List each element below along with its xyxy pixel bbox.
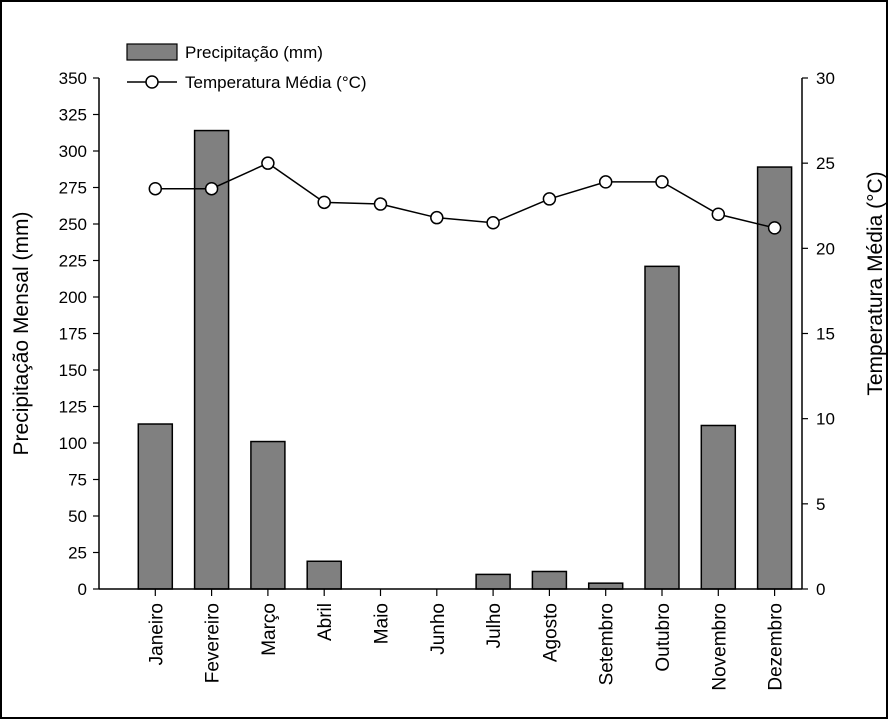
y2-tick-label: 25 — [816, 154, 835, 173]
bar-dezembro — [756, 166, 793, 590]
temperature-line — [155, 162, 775, 229]
bar-janeiro — [137, 423, 174, 590]
y-tick-label: 100 — [59, 434, 87, 453]
x-tick-label: Fevereiro — [203, 603, 224, 683]
temperature-point-agosto — [542, 192, 557, 206]
legend-bar-swatch — [126, 43, 178, 61]
temperature-point-junho — [430, 210, 444, 225]
temperature-point-setembro — [598, 175, 613, 189]
legend-label-temperature: Temperatura Média (°C) — [185, 73, 367, 92]
x-tick-label: Junho — [428, 603, 449, 655]
x-tick-label: Abril — [315, 603, 336, 641]
x-tick-label: Novembro — [709, 603, 730, 691]
y2-axis-title: Temperatura Média (°C) — [864, 171, 887, 395]
legend-label-precipitation: Precipitação (mm) — [185, 43, 323, 62]
y-tick-label: 325 — [59, 106, 87, 125]
x-tick-label: Março — [259, 603, 280, 656]
y-axis-title: Precipitação Mensal (mm) — [10, 212, 33, 456]
temperature-point-dezembro — [767, 221, 782, 235]
bar-agosto — [531, 570, 568, 590]
y-tick-label: 50 — [68, 507, 87, 526]
x-tick-label: Maio — [372, 603, 393, 644]
y-tick-label: 225 — [59, 252, 87, 271]
temperature-point-outubro — [655, 175, 669, 189]
x-tick-label: Janeiro — [146, 603, 167, 665]
y-tick-label: 0 — [78, 580, 87, 599]
bar-setembro — [587, 582, 624, 590]
x-tick-label: Dezembro — [766, 603, 787, 691]
x-tick-label: Outubro — [653, 603, 674, 672]
bar-abril — [306, 560, 342, 590]
bar-novembro — [700, 424, 737, 590]
y-tick-label: 25 — [68, 544, 87, 563]
bar-outubro — [644, 265, 680, 590]
y2-tick-label: 30 — [816, 69, 835, 88]
y-tick-label: 200 — [59, 288, 87, 307]
y-tick-label: 275 — [59, 179, 87, 198]
temperature-point-março — [261, 156, 275, 170]
bar-fevereiro — [193, 129, 230, 590]
y-tick-label: 150 — [59, 361, 87, 380]
temperature-point-maio — [373, 197, 388, 211]
y-tick-label: 350 — [59, 69, 87, 88]
temperature-point-abril — [317, 195, 331, 210]
x-tick-label: Julho — [484, 603, 505, 648]
y-tick-label: 125 — [59, 398, 87, 417]
temperature-point-novembro — [711, 207, 726, 222]
y-tick-label: 250 — [59, 215, 87, 234]
temperature-point-julho — [486, 216, 500, 230]
legend-marker — [145, 75, 159, 89]
y2-tick-label: 20 — [816, 239, 835, 258]
y2-tick-label: 10 — [816, 410, 835, 429]
bar-março — [250, 440, 286, 590]
y2-tick-label: 15 — [816, 325, 835, 344]
y2-tick-label: 0 — [816, 580, 825, 599]
y2-tick-label: 5 — [816, 495, 825, 514]
x-tick-label: Agosto — [540, 603, 561, 662]
temperature-point-janeiro — [148, 181, 163, 196]
temperature-point-fevereiro — [204, 181, 219, 196]
y-tick-label: 75 — [68, 471, 87, 490]
y-tick-label: 175 — [59, 325, 87, 344]
y-tick-label: 300 — [59, 142, 87, 161]
bar-julho — [475, 573, 511, 590]
x-tick-label: Setembro — [597, 603, 618, 685]
